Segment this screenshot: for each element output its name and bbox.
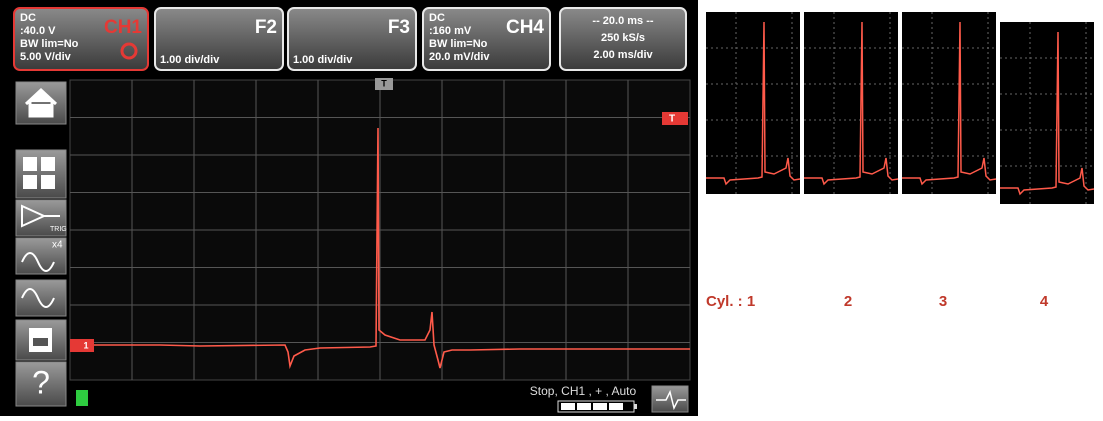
f2-scale: 1.00 div/div bbox=[160, 54, 220, 66]
ch4-bandwidth: BW lim=No bbox=[429, 38, 488, 50]
ground-marker: 1 bbox=[70, 339, 94, 352]
waveform-button[interactable] bbox=[16, 280, 66, 316]
f3-scale: 1.00 div/div bbox=[293, 54, 353, 66]
f2-name: F2 bbox=[255, 17, 277, 38]
trigger-top-marker: T bbox=[375, 78, 393, 90]
cylinder-4-trace bbox=[1000, 22, 1094, 204]
memory-button[interactable] bbox=[16, 320, 66, 360]
timebase-scale: 2.00 ms/div bbox=[593, 49, 653, 61]
cylinder-label: Cyl. : 1 bbox=[706, 293, 755, 310]
ch4-name: CH4 bbox=[506, 17, 544, 38]
zoom-factor: x4 bbox=[52, 240, 63, 251]
timebase-button[interactable]: -- 20.0 ms -- 250 kS/s 2.00 ms/div bbox=[560, 8, 686, 70]
ch4-button[interactable]: DC :160 mV BW lim=No 20.0 mV/div CH4 bbox=[423, 8, 550, 70]
f3-name: F3 bbox=[388, 17, 410, 38]
cylinder-number: 2 bbox=[844, 293, 852, 310]
ch1-scale: 5.00 V/div bbox=[20, 51, 72, 63]
autoset-button[interactable] bbox=[652, 386, 688, 412]
ch4-offset: :160 mV bbox=[429, 25, 472, 37]
cylinder-1-trace bbox=[706, 12, 800, 194]
math-button[interactable]: x4 bbox=[16, 238, 66, 274]
cylinder-number: 4 bbox=[1040, 293, 1049, 310]
usb-icon bbox=[76, 390, 88, 406]
cylinder-2-trace bbox=[804, 12, 898, 194]
trigger-level-marker: T bbox=[662, 112, 688, 125]
screen: DC :40.0 V BW lim=No 5.00 V/div CH1 F2 1… bbox=[0, 0, 1103, 416]
timebase-span: -- 20.0 ms -- bbox=[592, 15, 653, 27]
zoom-button[interactable] bbox=[16, 150, 66, 198]
ch4-scale: 20.0 mV/div bbox=[429, 51, 490, 63]
scope-display: T T 1 bbox=[70, 78, 690, 380]
ch1-name: CH1 bbox=[104, 17, 142, 38]
help-button[interactable]: ? bbox=[16, 362, 66, 406]
trig-label: TRIG bbox=[50, 226, 67, 233]
cylinder-3-trace bbox=[902, 12, 996, 194]
cylinder-number: 3 bbox=[939, 293, 947, 310]
status-text: Stop, CH1 , + , Auto bbox=[530, 384, 637, 398]
trigger-top-label: T bbox=[381, 78, 387, 88]
f3-button[interactable]: F3 1.00 div/div bbox=[288, 8, 416, 70]
ch1-bandwidth: BW lim=No bbox=[20, 38, 79, 50]
ch1-offset: :40.0 V bbox=[20, 25, 56, 37]
home-button[interactable] bbox=[16, 82, 66, 124]
help-label: ? bbox=[32, 364, 50, 400]
trigger-level-label: T bbox=[669, 114, 675, 125]
ch1-button[interactable]: DC :40.0 V BW lim=No 5.00 V/div CH1 bbox=[14, 8, 148, 70]
ch4-coupling: DC bbox=[429, 12, 445, 24]
ch1-coupling: DC bbox=[20, 12, 36, 24]
f2-button[interactable]: F2 1.00 div/div bbox=[155, 8, 283, 70]
trig-button[interactable]: TRIG bbox=[16, 200, 67, 236]
timebase-rate: 250 kS/s bbox=[601, 32, 645, 44]
ground-label: 1 bbox=[83, 340, 88, 350]
